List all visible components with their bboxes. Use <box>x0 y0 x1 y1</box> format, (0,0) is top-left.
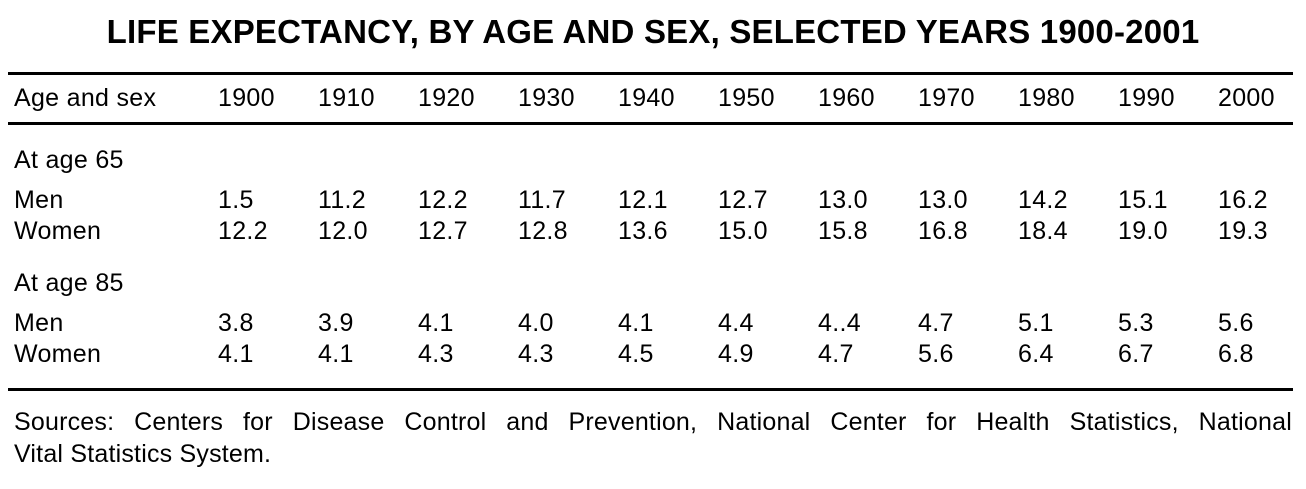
value-cell: 15.1 <box>1118 186 1168 214</box>
table-row-men-85: Men 3.8 3.9 4.1 4.0 4.1 4.4 4..4 4.7 5.1… <box>14 308 1306 339</box>
row-label: Men <box>14 309 64 337</box>
row-label: Women <box>14 340 102 368</box>
horizontal-rule-top <box>8 72 1293 75</box>
value-cell: 4.1 <box>418 309 454 337</box>
value-cell: 5.3 <box>1118 309 1154 337</box>
table-row-men-65: Men 1.5 11.2 12.2 11.7 12.1 12.7 13.0 13… <box>14 185 1306 216</box>
value-cell: 12.2 <box>418 186 468 214</box>
value-cell: 4.1 <box>618 309 654 337</box>
value-cell: 4.9 <box>718 340 754 368</box>
header-age-and-sex: Age and sex <box>14 84 157 112</box>
value-cell: 12.1 <box>618 186 668 214</box>
year-header: 2000 <box>1218 84 1275 112</box>
value-cell: 4.1 <box>218 340 254 368</box>
year-header: 1980 <box>1018 84 1075 112</box>
value-cell: 6.4 <box>1018 340 1054 368</box>
value-cell: 16.8 <box>918 217 968 245</box>
value-cell: 19.3 <box>1218 217 1268 245</box>
value-cell: 13.6 <box>618 217 668 245</box>
value-cell: 4.7 <box>918 309 954 337</box>
value-cell: 13.0 <box>818 186 868 214</box>
value-cell: 19.0 <box>1118 217 1168 245</box>
value-cell: 5.1 <box>1018 309 1054 337</box>
sources-line-2: Vital Statistics System. <box>14 440 272 468</box>
row-label: Women <box>14 217 102 245</box>
value-cell: 12.7 <box>718 186 768 214</box>
value-cell: 15.8 <box>818 217 868 245</box>
value-cell: 4.1 <box>318 340 354 368</box>
gap-row <box>14 247 1306 271</box>
sources-note: Sources: Centers for Disease Control and… <box>14 406 1292 470</box>
value-cell: 3.8 <box>218 309 254 337</box>
value-cell: 6.7 <box>1118 340 1154 368</box>
page-title: LIFE EXPECTANCY, BY AGE AND SEX, SELECTE… <box>106 13 1200 50</box>
value-cell: 12.2 <box>218 217 268 245</box>
value-cell: 4..4 <box>818 309 861 337</box>
value-cell: 5.6 <box>918 340 954 368</box>
value-cell: 1.5 <box>218 186 254 214</box>
year-header: 1920 <box>418 84 475 112</box>
value-cell: 15.0 <box>718 217 768 245</box>
value-cell: 12.7 <box>418 217 468 245</box>
section-label: At age 65 <box>14 146 124 174</box>
value-cell: 14.2 <box>1018 186 1068 214</box>
value-cell: 4.0 <box>518 309 554 337</box>
value-cell: 18.4 <box>1018 217 1068 245</box>
year-header: 1930 <box>518 84 575 112</box>
year-header: 1910 <box>318 84 375 112</box>
horizontal-rule-bottom <box>8 388 1293 391</box>
value-cell: 4.5 <box>618 340 654 368</box>
sources-line-1: Sources: Centers for Disease Control and… <box>14 408 1292 436</box>
value-cell: 4.7 <box>818 340 854 368</box>
year-header: 1900 <box>218 84 275 112</box>
table-header-row: Age and sex 1900 1910 1920 1930 1940 195… <box>14 75 1306 122</box>
value-cell: 16.2 <box>1218 186 1268 214</box>
year-header: 1940 <box>618 84 675 112</box>
section-row-age-65: At age 65 <box>14 148 1306 185</box>
row-label: Men <box>14 186 64 214</box>
value-cell: 3.9 <box>318 309 354 337</box>
value-cell: 6.8 <box>1218 340 1254 368</box>
horizontal-rule-middle <box>8 122 1293 125</box>
life-expectancy-table: Age and sex 1900 1910 1920 1930 1940 195… <box>14 75 1306 370</box>
spacer-row <box>14 122 1306 148</box>
section-row-age-85: At age 85 <box>14 271 1306 308</box>
table-row-women-65: Women 12.2 12.0 12.7 12.8 13.6 15.0 15.8… <box>14 216 1306 247</box>
value-cell: 5.6 <box>1218 309 1254 337</box>
section-label: At age 85 <box>14 269 124 297</box>
year-header: 1970 <box>918 84 975 112</box>
value-cell: 4.3 <box>418 340 454 368</box>
value-cell: 13.0 <box>918 186 968 214</box>
year-header: 1990 <box>1118 84 1175 112</box>
value-cell: 4.4 <box>718 309 754 337</box>
table-row-women-85: Women 4.1 4.1 4.3 4.3 4.5 4.9 4.7 5.6 6.… <box>14 339 1306 370</box>
value-cell: 12.8 <box>518 217 568 245</box>
value-cell: 4.3 <box>518 340 554 368</box>
year-header: 1960 <box>818 84 875 112</box>
value-cell: 12.0 <box>318 217 368 245</box>
value-cell: 11.7 <box>518 186 567 214</box>
year-header: 1950 <box>718 84 775 112</box>
value-cell: 11.2 <box>318 186 367 214</box>
